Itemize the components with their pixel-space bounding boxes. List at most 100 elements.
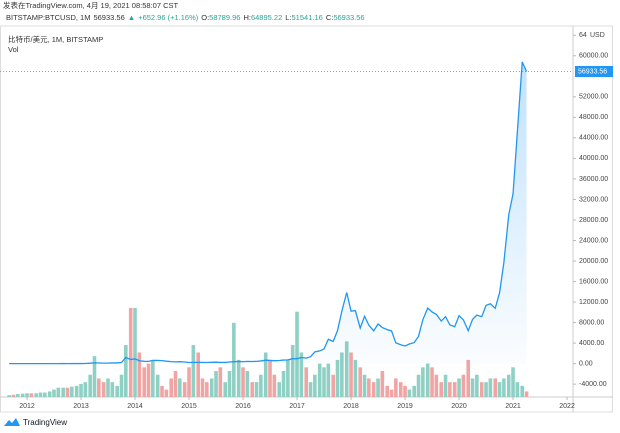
header-part: L: — [285, 13, 291, 22]
volume-bar — [358, 367, 363, 397]
x-tick-label: 2014 — [127, 403, 143, 410]
volume-bar — [394, 378, 398, 397]
volume-bar — [200, 378, 205, 397]
y-tick-label: 4000.00 — [579, 340, 604, 347]
volume-bar — [169, 378, 173, 397]
last-price-badge — [575, 65, 613, 77]
volume-bar — [511, 367, 515, 397]
y-tick-label: 52000.00 — [579, 94, 608, 101]
volume-bar — [254, 382, 259, 397]
volume-bar — [349, 352, 353, 397]
x-tick-label: 2021 — [505, 403, 521, 410]
volume-bar — [322, 367, 326, 397]
volume-bar — [412, 385, 417, 397]
volume-bar — [416, 374, 421, 397]
volume-bar — [119, 374, 124, 397]
volume-bar — [425, 363, 430, 397]
volume-bar — [380, 371, 385, 397]
volume-bar — [164, 389, 169, 397]
volume-bar — [443, 374, 448, 397]
volume-bar — [182, 382, 187, 397]
volume-bar — [290, 345, 295, 397]
volume-bar — [146, 363, 151, 397]
volume-bar — [196, 352, 201, 397]
x-tick-label: 2012 — [19, 403, 35, 410]
y-tick-label: 20000.00 — [579, 258, 608, 265]
volume-bar — [367, 378, 371, 397]
y-tick-label: 48000.00 — [579, 114, 608, 121]
x-tick-label: 2017 — [289, 403, 305, 410]
volume-bar — [385, 385, 390, 397]
last-price-label: 56933.56 — [578, 68, 607, 75]
x-tick-label: 2015 — [181, 403, 197, 410]
header-part: C: — [326, 13, 334, 22]
volume-bar — [128, 307, 133, 397]
volume-bar — [371, 382, 376, 397]
volume-bar — [245, 371, 250, 397]
y-tick-label: 44000.00 — [579, 135, 608, 142]
volume-bar — [398, 382, 403, 397]
volume-bar — [142, 367, 146, 397]
volume-bar — [178, 378, 182, 397]
y-tick-label: -4000.00 — [579, 381, 607, 388]
header-part: 64895.22 — [251, 13, 282, 22]
legend-vol: Vol — [8, 45, 19, 54]
volume-bar — [43, 392, 47, 397]
volume-bar — [506, 374, 511, 397]
volume-bar — [88, 374, 92, 397]
brand: TradingView — [23, 418, 67, 427]
volume-bar — [407, 389, 412, 397]
volume-bar — [236, 359, 241, 397]
volume-bar — [38, 392, 43, 397]
volume-bar — [286, 359, 290, 397]
volume-bar — [209, 378, 214, 397]
volume-bar — [74, 385, 79, 397]
price-line — [9, 61, 528, 365]
volume-bar — [124, 345, 128, 397]
y-tick-label: 16000.00 — [579, 278, 608, 285]
volume-bar — [331, 374, 336, 397]
y-tick-label: 60000.00 — [579, 53, 608, 60]
volume-bar — [7, 395, 11, 397]
volume-bar — [65, 387, 70, 397]
y-tick-label: 32000.00 — [579, 196, 608, 203]
header-part: O: — [201, 13, 209, 22]
x-tick-label: 2016 — [235, 403, 251, 410]
volume-bar — [515, 382, 520, 397]
volume-bar — [70, 386, 74, 397]
volume-bar — [470, 378, 475, 397]
logo — [4, 418, 20, 426]
volume-bar — [83, 382, 88, 397]
volume-bar — [313, 374, 317, 397]
volume-bar — [430, 367, 434, 397]
volume-bar — [493, 378, 498, 397]
volume-bar — [304, 367, 309, 397]
volume-bar — [151, 359, 155, 397]
y-tick-label: 36000.00 — [579, 176, 608, 183]
volume-bar — [214, 371, 218, 397]
volume-bar — [326, 363, 331, 397]
volume-bar — [16, 394, 20, 397]
volume-bar — [173, 371, 178, 397]
volume-bar — [344, 341, 349, 397]
volume-bar — [439, 382, 444, 397]
volume-bar — [47, 391, 52, 397]
volume-bar — [362, 374, 367, 397]
volume-bar — [20, 393, 25, 397]
volume-bar — [461, 374, 466, 397]
volume-bar — [421, 367, 425, 397]
volume-bar — [133, 307, 137, 397]
legend-symbol: 比特币/美元, 1M, BITSTAMP — [8, 34, 103, 44]
published: 发表在TradingView.com, 4月 19, 2021 08:58:07… — [3, 0, 179, 10]
plot — [7, 61, 529, 397]
volume-bar — [448, 382, 452, 397]
volume-bar — [457, 378, 461, 397]
volume-bar — [25, 393, 29, 397]
price-area — [9, 61, 527, 364]
volume-bar — [281, 371, 286, 397]
volume-bar — [484, 382, 488, 397]
volume-bar — [479, 382, 484, 397]
volume-bar — [191, 345, 196, 397]
volume-bar — [389, 389, 394, 397]
